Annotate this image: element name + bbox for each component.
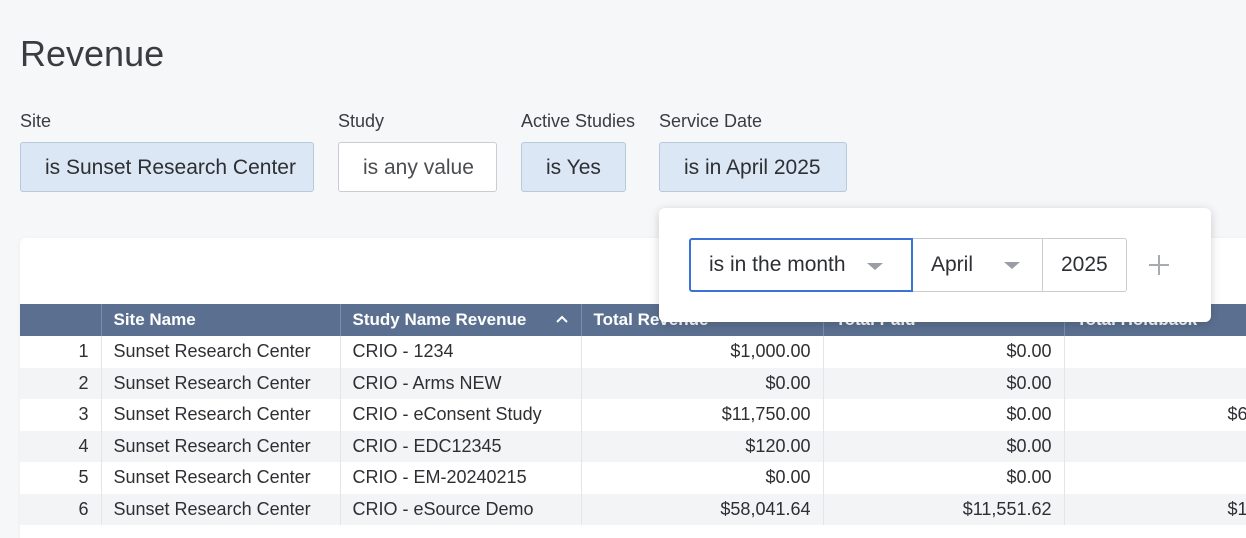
table-row: 1 Sunset Research Center CRIO - 1234 $1,… [20, 336, 1246, 368]
cell-site-name: Sunset Research Center [101, 493, 341, 525]
cell-total-holdback [1064, 367, 1246, 399]
date-operator-value: is in the month [709, 253, 846, 276]
cell-total-paid: $0.00 [823, 399, 1065, 431]
cell-total-paid: $0.00 [823, 462, 1065, 494]
service-date-popover: is in the month April 2025 [659, 208, 1211, 322]
cell-total-paid: $0.00 [823, 430, 1065, 462]
plus-icon[interactable] [1147, 253, 1171, 277]
column-header-site-name[interactable]: Site Name [101, 304, 341, 336]
table-row: 2 Sunset Research Center CRIO - Arms NEW… [20, 367, 1246, 399]
filter-label-study: Study [338, 111, 385, 131]
cell-site-name: Sunset Research Center [101, 462, 341, 494]
chevron-down-icon [867, 263, 883, 270]
page-title: Revenue [20, 33, 165, 74]
cell-total-revenue: $58,041.64 [581, 493, 824, 525]
row-number: 1 [20, 336, 102, 368]
cell-total-revenue: $11,750.00 [581, 399, 824, 431]
filter-study: Study is any value [338, 110, 497, 192]
cell-study-name: CRIO - eConsent Study [340, 399, 582, 431]
cell-total-paid: $11,551.62 [823, 493, 1065, 525]
cell-total-revenue: $0.00 [581, 462, 824, 494]
filter-site: Site is Sunset Research Center [20, 110, 314, 192]
cell-site-name: Sunset Research Center [101, 336, 341, 368]
cell-total-revenue: $120.00 [581, 430, 824, 462]
cell-study-name: CRIO - 1234 [340, 336, 582, 368]
row-number: 3 [20, 399, 102, 431]
month-value: April [931, 253, 974, 276]
table-row: 6 Sunset Research Center CRIO - eSource … [20, 493, 1246, 525]
cell-study-name: CRIO - EDC12345 [340, 430, 582, 462]
cell-study-name: CRIO - Arms NEW [340, 367, 582, 399]
row-number: 5 [20, 462, 102, 494]
filter-label-site: Site [20, 111, 52, 131]
cell-study-name: CRIO - EM-20240215 [340, 462, 582, 494]
cell-total-holdback [1064, 336, 1246, 368]
cell-site-name: Sunset Research Center [101, 367, 341, 399]
column-header-study-name-label: Study Name Revenue [352, 310, 527, 329]
cell-study-name: CRIO - eSource Demo [340, 493, 582, 525]
row-number: 2 [20, 367, 102, 399]
filter-study-button[interactable]: is any value [338, 142, 497, 192]
filter-label-active-studies: Active Studies [521, 111, 636, 131]
date-operator-select[interactable]: is in the month [689, 238, 913, 292]
filter-service-date-button[interactable]: is in April 2025 [659, 142, 847, 192]
table-row: 5 Sunset Research Center CRIO - EM-20240… [20, 462, 1246, 494]
cell-total-holdback [1064, 462, 1246, 494]
filter-active-studies-button[interactable]: is Yes [521, 142, 626, 192]
column-header-study-name[interactable]: Study Name Revenue [340, 304, 582, 336]
month-select[interactable]: April [913, 238, 1043, 292]
cell-total-revenue: $0.00 [581, 367, 824, 399]
cell-total-revenue: $1,000.00 [581, 336, 824, 368]
sort-ascending-icon[interactable] [555, 311, 569, 325]
cell-total-paid: $0.00 [823, 336, 1065, 368]
column-header-row-number [20, 304, 102, 336]
revenue-table: Site Name Study Name Revenue Total Reven… [20, 304, 1246, 525]
table-row: 4 Sunset Research Center CRIO - EDC12345… [20, 430, 1246, 462]
row-number: 6 [20, 493, 102, 525]
year-input[interactable]: 2025 [1042, 238, 1127, 292]
chevron-down-icon [1004, 262, 1020, 269]
cell-site-name: Sunset Research Center [101, 399, 341, 431]
cell-total-holdback: $6 [1064, 399, 1246, 431]
cell-site-name: Sunset Research Center [101, 430, 341, 462]
cell-total-paid: $0.00 [823, 367, 1065, 399]
column-header-site-name-label: Site Name [113, 310, 196, 329]
table-row: 3 Sunset Research Center CRIO - eConsent… [20, 399, 1246, 431]
cell-total-holdback [1064, 430, 1246, 462]
filter-site-button[interactable]: is Sunset Research Center [20, 142, 314, 192]
filter-service-date: Service Date is in April 2025 [659, 110, 847, 192]
row-number: 4 [20, 430, 102, 462]
filter-active-studies: Active Studies is Yes [521, 110, 635, 192]
cell-total-holdback: $1 [1064, 493, 1246, 525]
filter-label-service-date: Service Date [659, 111, 763, 131]
revenue-table-wrap: Site Name Study Name Revenue Total Reven… [20, 304, 1246, 525]
